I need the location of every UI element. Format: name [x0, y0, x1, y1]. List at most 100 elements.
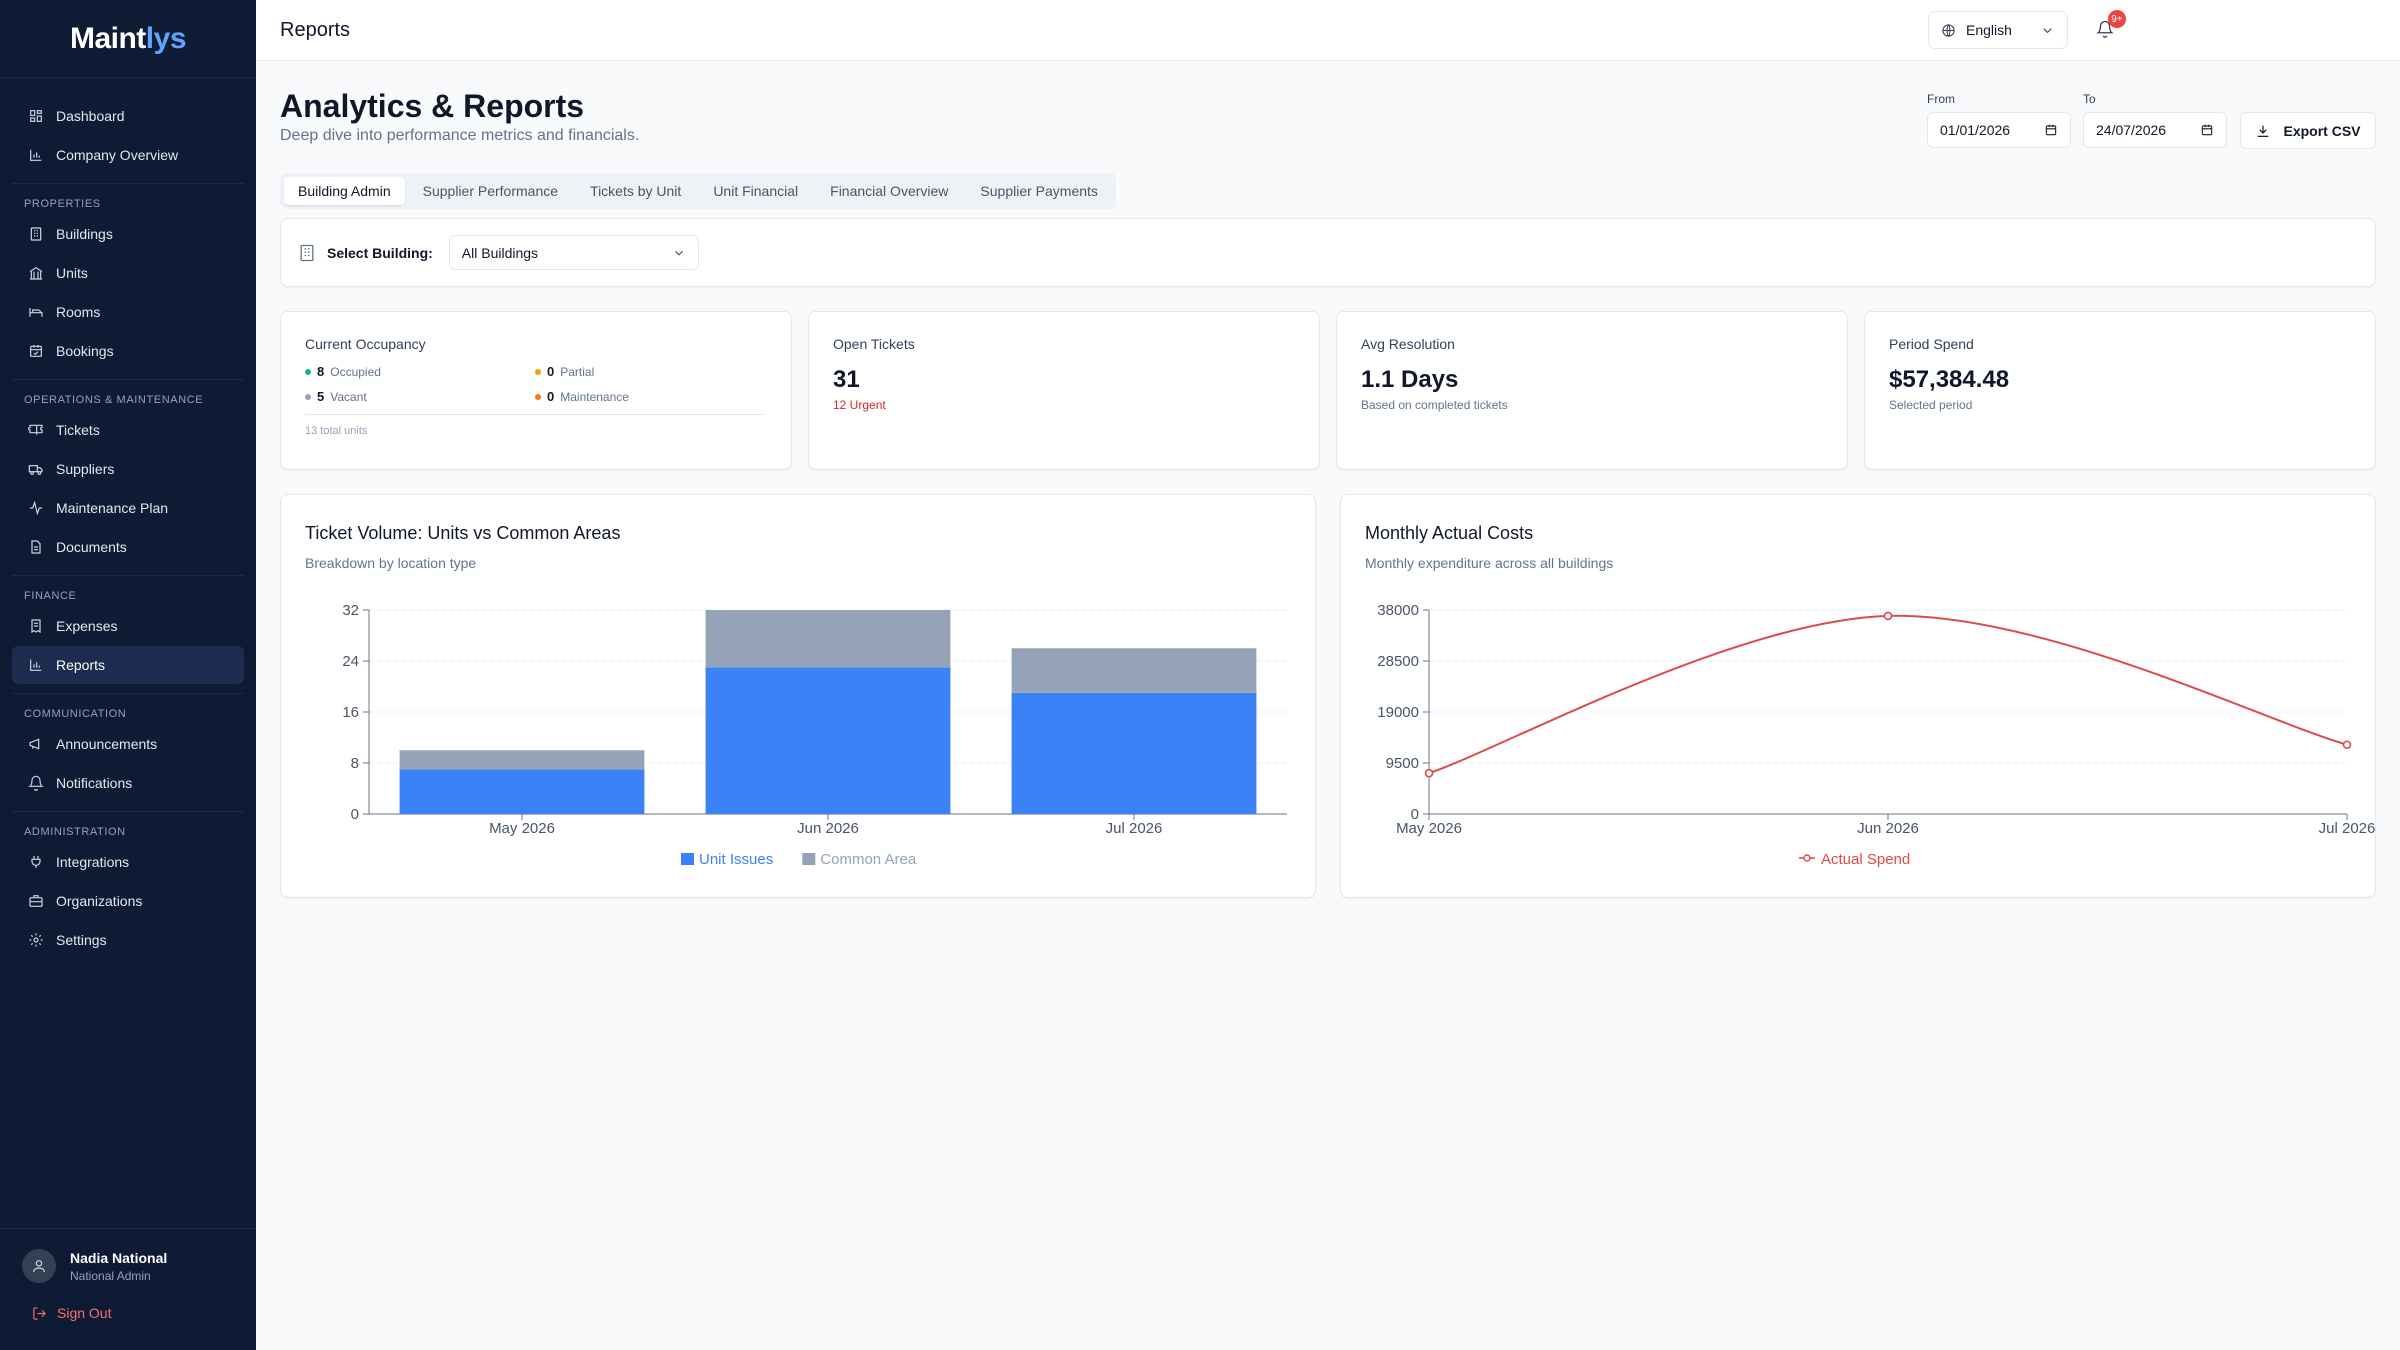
sidebar-item-dashboard[interactable]: Dashboard [12, 97, 244, 135]
download-icon [2258, 125, 2269, 137]
megaphone-icon [29, 738, 40, 750]
tab-financial-overview[interactable]: Financial Overview [830, 183, 949, 199]
bar-unit-issues [1011, 692, 1257, 814]
data-point [1424, 768, 1434, 778]
from-date-input[interactable]: 01/01/2026 [1927, 112, 2071, 148]
user-name: Nadia National [70, 1249, 168, 1266]
language-value: English [1966, 22, 2012, 38]
bed-icon [29, 308, 43, 317]
language-select[interactable]: English [1928, 11, 2068, 49]
top-bar: Reports [256, 0, 2400, 61]
sign-out-label: Sign Out [57, 1305, 112, 1321]
tab-unit-financial[interactable]: Unit Financial [713, 183, 799, 199]
avg-resolution-sub: Based on completed tickets [1361, 398, 1508, 412]
sidebar-item-expenses[interactable]: Expenses [12, 607, 244, 645]
tab-building-admin[interactable]: Building Admin [284, 177, 405, 205]
to-date-field: To 24/07/2026 [2083, 92, 2227, 148]
monthly-costs-title: Monthly Actual Costs [1365, 523, 1534, 543]
briefcase-icon [29, 895, 43, 907]
sidebar-item-label: Integrations [56, 854, 130, 870]
sidebar-item-rooms[interactable]: Rooms [12, 293, 244, 331]
partial-count: 0 [547, 364, 555, 379]
maintenance-dot [535, 393, 541, 400]
export-csv-button[interactable]: Export CSV [2240, 112, 2376, 149]
maintenance-stat: 0 Maintenance [535, 389, 765, 404]
legend-label: Unit Issues [699, 851, 773, 868]
calendar-check-icon [30, 345, 42, 357]
sidebar-item-tickets[interactable]: Tickets [12, 411, 244, 449]
nav-section-label: PROPERTIES [24, 198, 101, 210]
nav-section-label: COMMUNICATION [24, 708, 127, 720]
chevron-down-icon [2043, 27, 2052, 33]
sidebar-item-integrations[interactable]: Integrations [12, 843, 244, 881]
page-subtitle: Deep dive into performance metrics and f… [280, 127, 640, 144]
sidebar-item-label: Notifications [56, 775, 133, 791]
brand-logo[interactable]: Maint lys [0, 0, 256, 78]
x-tick-label: Jul 2026 [1106, 820, 1163, 837]
building-select[interactable]: All Buildings [448, 235, 699, 270]
bar-common-area [399, 750, 645, 770]
sidebar-item-suppliers[interactable]: Suppliers [12, 450, 244, 488]
legend-swatch [802, 853, 816, 865]
avatar[interactable] [22, 1249, 56, 1283]
sidebar-item-bookings[interactable]: Bookings [12, 332, 244, 370]
occupied-dot [305, 368, 311, 375]
receipt-icon [31, 619, 41, 634]
from-date-field: From 01/01/2026 [1927, 92, 2071, 148]
notifications-button[interactable]: 9+ [2092, 10, 2126, 42]
sidebar-item-buildings[interactable]: Buildings [12, 215, 244, 253]
chevron-down-icon [674, 250, 683, 255]
monthly-costs-chart: 0 9500 19000 28500 38000 May 2026 Jun 2026 Jul … [1377, 602, 2375, 868]
y-tick-label: 16 [342, 704, 359, 721]
ticket-volume-card: Ticket Volume: Units vs Common Areas Bre… [280, 494, 1316, 898]
data-point [1883, 611, 1893, 621]
sign-out-button[interactable]: Sign Out [22, 1305, 234, 1321]
sidebar-item-reports[interactable]: Reports [12, 646, 244, 684]
bar-unit-issues [705, 667, 951, 814]
sidebar-item-label: Documents [56, 539, 127, 555]
bar-common-area [1011, 648, 1257, 693]
sidebar-item-label: Company Overview [56, 147, 179, 163]
sidebar-item-units[interactable]: Units [12, 254, 244, 292]
sidebar-item-settings[interactable]: Settings [12, 921, 244, 959]
sidebar-item-maintenance-plan[interactable]: Maintenance Plan [12, 489, 244, 527]
sidebar-item-label: Expenses [56, 618, 118, 634]
file-icon [31, 540, 41, 554]
select-building-label: Select Building: [327, 244, 433, 261]
open-tickets-card: Open Tickets 31 12 Urgent [808, 311, 1320, 470]
sidebar-item-notifications[interactable]: Notifications [12, 764, 244, 802]
sidebar-item-company-overview[interactable]: Company Overview [12, 136, 244, 174]
x-tick-label: Jun 2026 [1857, 820, 1919, 837]
tab-supplier-payments[interactable]: Supplier Payments [980, 183, 1098, 199]
nav-group: COMMUNICATION Announcements Notifications [12, 694, 244, 812]
y-tick-label: 8 [351, 755, 359, 772]
bar-chart-icon [30, 659, 42, 671]
calendar-icon[interactable] [2200, 123, 2214, 137]
nav-group: Dashboard Company Overview [12, 88, 244, 184]
tab-tickets-by-unit[interactable]: Tickets by Unit [590, 183, 682, 199]
notification-badge: 9+ [2108, 10, 2126, 28]
bar-unit-issues [399, 769, 645, 814]
tab-supplier-performance[interactable]: Supplier Performance [422, 183, 559, 199]
sidebar-item-label: Announcements [56, 736, 158, 752]
ticket-volume-subtitle: Breakdown by location type [305, 555, 477, 571]
sidebar-item-organizations[interactable]: Organizations [12, 882, 244, 920]
user-role: National Admin [70, 1268, 151, 1283]
building-select-value: All Buildings [461, 244, 539, 261]
nav-group: OPERATIONS & MAINTENANCE Tickets Suppliers… [12, 380, 244, 576]
plug-icon [31, 856, 41, 868]
sidebar-item-documents[interactable]: Documents [12, 528, 244, 566]
y-tick-label: 0 [351, 806, 359, 823]
to-date-input[interactable]: 24/07/2026 [2083, 112, 2227, 148]
bell-icon [2096, 20, 2114, 38]
partial-dot [535, 368, 541, 375]
x-tick-label: May 2026 [489, 820, 555, 837]
legend-label: Common Area [820, 851, 917, 868]
calendar-icon[interactable] [2044, 123, 2058, 137]
partial-stat: 0 Partial [535, 364, 765, 379]
sidebar-item-label: Tickets [56, 422, 100, 438]
ticket-icon [28, 424, 43, 435]
sidebar-item-announcements[interactable]: Announcements [12, 725, 244, 763]
y-tick-label: 28500 [1377, 653, 1419, 670]
to-date-value: 24/07/2026 [2096, 122, 2167, 138]
